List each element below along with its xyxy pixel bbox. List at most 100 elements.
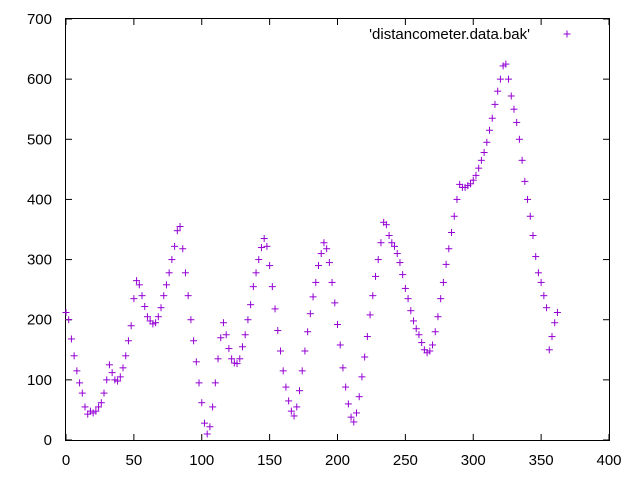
data-point xyxy=(222,331,230,339)
data-point xyxy=(543,304,551,312)
data-point xyxy=(92,407,100,415)
data-point xyxy=(241,331,249,339)
data-point xyxy=(304,328,312,336)
data-point xyxy=(431,328,439,336)
data-point xyxy=(372,272,380,280)
data-point xyxy=(518,156,526,164)
data-point xyxy=(255,256,263,264)
data-point xyxy=(309,293,317,301)
data-point xyxy=(152,319,160,327)
data-point xyxy=(206,423,214,431)
data-point xyxy=(203,430,211,438)
data-point xyxy=(252,269,260,277)
data-point xyxy=(154,313,162,321)
data-point xyxy=(122,352,130,360)
data-point xyxy=(114,377,122,385)
x-tick-label: 200 xyxy=(325,452,350,469)
data-point xyxy=(119,364,127,372)
data-point xyxy=(160,292,168,300)
data-point xyxy=(81,403,89,411)
data-point xyxy=(407,307,415,315)
data-point xyxy=(502,60,510,68)
data-point xyxy=(396,259,404,267)
data-point xyxy=(133,277,141,285)
y-tick-label: 0 xyxy=(44,432,52,449)
data-point xyxy=(238,343,246,351)
data-point xyxy=(263,242,271,250)
data-point xyxy=(507,92,515,100)
data-point xyxy=(445,245,453,253)
data-point xyxy=(339,364,347,372)
data-point xyxy=(494,87,502,95)
y-axis: 0 100 200 300 400 500 600 700 xyxy=(27,11,609,449)
data-point xyxy=(483,138,491,146)
data-point xyxy=(290,412,298,420)
data-point xyxy=(537,278,545,286)
data-point xyxy=(434,313,442,321)
data-point xyxy=(200,419,208,427)
data-point xyxy=(415,331,423,339)
data-point xyxy=(385,232,393,240)
data-point xyxy=(78,389,86,397)
data-point xyxy=(268,283,276,291)
data-point xyxy=(331,299,339,307)
x-tick-label: 300 xyxy=(461,452,486,469)
data-point xyxy=(429,341,437,349)
data-point xyxy=(176,222,184,230)
data-point xyxy=(233,360,241,368)
data-point xyxy=(448,229,456,237)
data-point xyxy=(103,376,111,384)
data-point xyxy=(211,379,219,387)
data-point xyxy=(439,278,447,286)
data-point xyxy=(70,352,78,360)
data-point xyxy=(217,334,225,342)
data-point xyxy=(173,227,181,235)
data-point xyxy=(130,295,138,303)
data-point xyxy=(553,308,561,316)
data-point xyxy=(350,418,358,426)
data-point xyxy=(391,242,399,250)
data-point xyxy=(534,269,542,277)
data-point xyxy=(195,379,203,387)
data-point xyxy=(486,126,494,134)
data-point xyxy=(179,245,187,253)
x-tick-label: 100 xyxy=(189,452,214,469)
data-point xyxy=(320,239,328,247)
data-point xyxy=(171,242,179,250)
data-point xyxy=(293,403,301,411)
data-point xyxy=(532,253,540,261)
data-point xyxy=(135,281,143,289)
data-point xyxy=(168,256,176,264)
data-point xyxy=(260,235,268,243)
data-point xyxy=(437,295,445,303)
y-tick-label: 300 xyxy=(27,252,52,269)
y-tick-label: 100 xyxy=(27,372,52,389)
data-point xyxy=(344,400,352,408)
data-point xyxy=(312,278,320,286)
data-point xyxy=(214,355,222,363)
data-point xyxy=(361,353,369,361)
data-point xyxy=(355,393,363,401)
data-point xyxy=(472,171,480,179)
data-point xyxy=(399,271,407,279)
data-point xyxy=(505,75,513,83)
data-point xyxy=(334,321,341,329)
data-point xyxy=(526,212,534,220)
data-point xyxy=(271,305,279,313)
data-point xyxy=(515,135,523,143)
legend-marker-plus-icon xyxy=(563,30,571,38)
data-point xyxy=(247,301,255,309)
data-point xyxy=(353,409,361,417)
data-point xyxy=(73,367,81,375)
data-point xyxy=(477,156,485,164)
data-point xyxy=(442,260,450,268)
data-point xyxy=(97,399,105,407)
data-point xyxy=(467,180,475,188)
data-point xyxy=(127,322,135,330)
data-point xyxy=(336,341,344,349)
data-point xyxy=(325,259,333,267)
data-point xyxy=(328,278,336,286)
data-point xyxy=(393,250,401,258)
data-point xyxy=(469,176,477,184)
